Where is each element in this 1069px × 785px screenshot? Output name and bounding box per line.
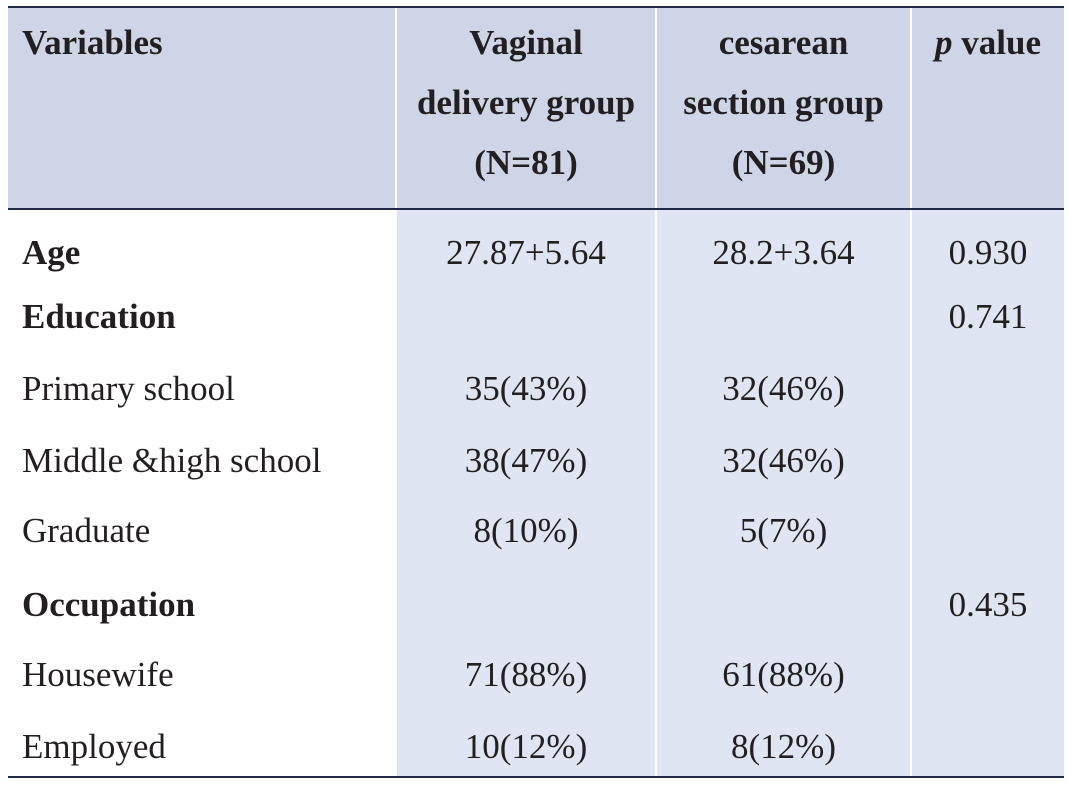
cell-cesarean: 28.2+3.64 [712,233,855,272]
column-band-p [912,210,1064,776]
column-divider [910,8,912,208]
cell-p-value: 0.741 [948,297,1028,336]
header-p-value: p value [912,14,1064,72]
row-label: Education [22,297,176,336]
header-cesarean-line-3: (N=69) [731,143,836,182]
header-vaginal-line-2: delivery group [416,83,636,122]
data-table: Variables Vaginal delivery group (N=81) … [8,6,1064,778]
cell-cesarean: 32(46%) [722,369,845,408]
row-label: Graduate [22,511,151,550]
column-band-cesarean [657,210,910,776]
cell-vaginal: 27.87+5.64 [446,233,606,272]
column-divider [395,8,397,208]
header-cesarean-line-1: cesarean [718,23,849,62]
column-band-vaginal [397,210,655,776]
header-cesarean-line-2: section group [683,83,884,122]
header-p-rest: value [952,23,1041,62]
row-label: Middle &high school [22,441,322,480]
cell-vaginal: 8(10%) [473,511,579,550]
cell-vaginal: 38(47%) [464,441,588,480]
row-label: Primary school [22,369,235,408]
cell-vaginal: 35(43%) [464,369,588,408]
table-body: Age 27.87+5.64 28.2+3.64 0.930 Education 0.74… [8,210,1064,778]
row-label: Age [22,233,81,272]
row-label: Employed [22,727,166,766]
header-p-italic: p [935,23,953,62]
row-label: Housewife [22,655,174,694]
table-header: Variables Vaginal delivery group (N=81) … [8,6,1064,210]
cell-p-value: 0.930 [948,233,1028,272]
cell-p-value: 0.435 [948,585,1028,624]
cell-cesarean: 8(12%) [731,727,836,766]
cell-cesarean: 5(7%) [739,511,828,550]
cell-cesarean: 32(46%) [722,441,845,480]
column-divider [655,8,657,208]
cell-vaginal: 10(12%) [464,727,588,766]
cell-cesarean: 61(88%) [722,655,845,694]
header-vaginal-line-3: (N=81) [474,143,578,182]
header-vaginal-line-1: Vaginal [469,23,583,62]
cell-vaginal: 71(88%) [464,655,588,694]
row-label: Occupation [22,585,196,624]
header-variables: Variables [22,23,163,62]
